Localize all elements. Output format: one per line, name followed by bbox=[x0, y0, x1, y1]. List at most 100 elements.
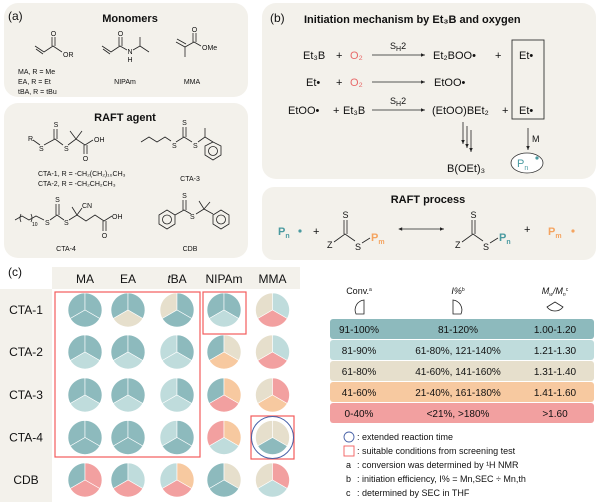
legend-disp-range: >1.60 bbox=[542, 409, 568, 420]
legend-disp-range: 1.41-1.60 bbox=[534, 388, 577, 399]
label: S bbox=[54, 122, 59, 129]
structure-mark bbox=[19, 213, 33, 223]
dispersity-sector bbox=[69, 479, 101, 498]
label: n bbox=[285, 233, 289, 240]
dispersity-sector bbox=[161, 351, 193, 370]
pie-CTA-2-MA bbox=[67, 334, 103, 370]
label: Pn bbox=[278, 226, 290, 240]
label: O bbox=[102, 233, 108, 240]
label: P bbox=[278, 226, 285, 238]
label: EtOO• bbox=[288, 105, 320, 117]
legend-header-ie: I%b bbox=[451, 286, 465, 296]
pie-CTA-2-MMA bbox=[255, 334, 290, 370]
dispersity-sector bbox=[69, 351, 101, 370]
label: S bbox=[55, 197, 60, 204]
legend-row: 0-40% <21%, >180% >1.60 bbox=[330, 403, 594, 423]
structure-mark bbox=[67, 138, 94, 146]
label: Et• bbox=[519, 105, 533, 117]
dispersity-sector bbox=[161, 437, 193, 455]
pie-CTA-1-NIPAm bbox=[206, 292, 242, 328]
monomers-title: Monomers bbox=[102, 13, 158, 25]
row-header: CTA-3 bbox=[9, 388, 43, 402]
label: c bbox=[346, 488, 351, 498]
mma-structure: O OMe bbox=[175, 27, 217, 57]
cdb-label: CDB bbox=[183, 246, 198, 253]
label: S bbox=[172, 143, 177, 150]
pie-CTA-4-tBA bbox=[159, 420, 195, 455]
label: OR bbox=[63, 52, 74, 59]
label: n bbox=[506, 239, 510, 246]
legend-color-bar bbox=[330, 340, 594, 360]
label: OH bbox=[94, 137, 105, 144]
label: S bbox=[193, 143, 198, 150]
structure-mark bbox=[162, 214, 172, 225]
pie-CTA-3-NIPAm bbox=[206, 377, 242, 413]
structure-mark bbox=[69, 130, 77, 140]
pie-CTA-3-tBA bbox=[159, 377, 195, 413]
label: Z bbox=[455, 240, 461, 250]
screening-matrix: (c) MA EA tBA NIPAm MMA CTA-1 CTA-2 CTA-3 CTA-4… bbox=[0, 265, 300, 502]
legend: Conv.a I%b Mw/Mnc 91-100% 81-120% 1.00-1.2… bbox=[330, 286, 594, 498]
structure-mark bbox=[102, 48, 111, 55]
label: + bbox=[495, 50, 501, 62]
label: H bbox=[396, 101, 401, 108]
pie-CTA-2-tBA bbox=[159, 334, 195, 370]
dispersity-sector bbox=[208, 394, 240, 413]
pie-CDB-EA bbox=[110, 462, 146, 498]
structure-mark bbox=[535, 156, 539, 160]
label: S bbox=[64, 220, 69, 227]
dispersity-sector-icon bbox=[546, 301, 564, 312]
dispersity-sector bbox=[161, 394, 193, 413]
label: + bbox=[502, 105, 508, 117]
label: S bbox=[483, 242, 489, 252]
label: + bbox=[336, 50, 342, 62]
label: + bbox=[333, 105, 339, 117]
panel-a-label: (a) bbox=[8, 9, 23, 23]
structure-mark bbox=[43, 138, 64, 146]
label: / bbox=[552, 286, 557, 296]
dispersity-sector bbox=[69, 437, 101, 455]
raft-agent-right: Z S S Pn bbox=[455, 210, 511, 252]
structure-mark bbox=[4, 3, 248, 97]
legend-disp-range: 1.00-1.20 bbox=[534, 325, 577, 336]
ie-sector-icon bbox=[452, 299, 463, 315]
label: : suitable conditions from screening tes… bbox=[357, 446, 516, 456]
pie-CDB-tBA bbox=[159, 462, 195, 498]
label: S bbox=[390, 41, 396, 51]
legend-row: 81-90% 61-80%, 121-140% 1.21-1.30 bbox=[330, 340, 594, 360]
structure-mark bbox=[35, 48, 44, 55]
label: H bbox=[396, 46, 401, 53]
tba-label: tBA, R = tBu bbox=[18, 89, 57, 96]
legend-color-bar bbox=[330, 319, 594, 339]
dispersity-sector bbox=[112, 394, 144, 413]
dispersity-sector bbox=[112, 309, 144, 328]
label: 10 bbox=[32, 222, 38, 228]
mma-label: MMA bbox=[184, 79, 201, 86]
structure-mark bbox=[175, 41, 202, 48]
label: w bbox=[549, 292, 553, 298]
label: CN bbox=[82, 203, 92, 210]
nipam-structure: O N H bbox=[101, 31, 150, 64]
label: 2 bbox=[401, 96, 406, 106]
label: S bbox=[190, 214, 195, 221]
label: Pn bbox=[499, 232, 511, 246]
dispersity-sector bbox=[161, 309, 193, 328]
structure-mark bbox=[204, 141, 222, 161]
label: P bbox=[371, 232, 378, 244]
extended-time-circle bbox=[251, 416, 294, 459]
label: M bbox=[532, 134, 540, 144]
pie-CTA-1-tBA bbox=[159, 292, 195, 328]
label: I% bbox=[451, 286, 462, 296]
structure-mark bbox=[52, 267, 300, 289]
pie-CTA-3-EA bbox=[110, 377, 146, 413]
label: + bbox=[336, 77, 342, 89]
pie-CTA-1-EA bbox=[110, 292, 146, 328]
label: S bbox=[64, 146, 69, 153]
row-header: CDB bbox=[13, 473, 38, 487]
structure-mark bbox=[76, 207, 83, 216]
pie-CTA-1-MA bbox=[67, 292, 103, 328]
raft-process-title: RAFT process bbox=[391, 194, 466, 206]
structure-mark bbox=[67, 292, 290, 498]
row-header: CTA-4 bbox=[9, 431, 43, 445]
column-header: NIPAm bbox=[205, 272, 242, 286]
